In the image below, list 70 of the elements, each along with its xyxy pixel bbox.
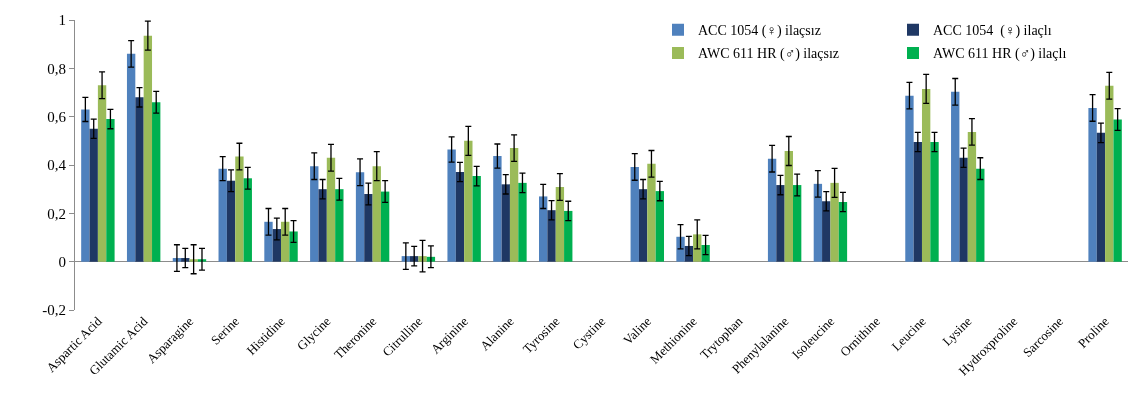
y-tick-label: 1 (58, 12, 66, 29)
bar (518, 182, 527, 262)
bar (472, 176, 481, 262)
bar (226, 180, 236, 262)
bar (372, 166, 381, 262)
bar (143, 35, 153, 262)
bar (81, 109, 90, 262)
bar (905, 95, 914, 262)
bar (701, 244, 710, 262)
bar (967, 131, 977, 262)
bar (89, 128, 98, 262)
bar (380, 191, 390, 262)
bar (838, 201, 848, 262)
y-tick-label: 0,6 (47, 108, 67, 125)
bar (930, 142, 939, 262)
bar (1096, 132, 1106, 262)
bar (455, 172, 465, 262)
bar (767, 158, 777, 262)
bar (326, 157, 336, 262)
bar (464, 140, 473, 262)
bar (235, 156, 244, 262)
bar (959, 157, 968, 262)
bar (126, 53, 136, 262)
bar (555, 186, 565, 262)
bar (784, 150, 793, 262)
bar (951, 91, 960, 262)
bar (647, 163, 656, 262)
bar (921, 88, 931, 262)
legend-label: AWC 611 HR (♂) ilaçsız (698, 46, 840, 63)
bar (97, 85, 107, 262)
bar (264, 221, 273, 262)
bar (243, 178, 252, 262)
bar (655, 191, 664, 262)
bar (447, 149, 456, 262)
legend-label: ACC 1054 (♀) ilaçsız (698, 23, 821, 40)
bar (1113, 119, 1122, 262)
bar (776, 185, 785, 262)
bar (1105, 85, 1114, 262)
bar (318, 189, 327, 262)
bar (364, 194, 373, 262)
legend-label: ACC 1054 (♀) ilaçlı (933, 23, 1052, 40)
bar (976, 168, 985, 262)
legend-label: AWC 611 HR (♂) ilaçlı (933, 46, 1067, 63)
y-tick-label: 0 (58, 253, 66, 270)
y-tick-label: 0,8 (47, 60, 66, 77)
bar (355, 172, 365, 262)
bar (509, 148, 519, 262)
bar (335, 189, 344, 262)
bar (501, 184, 510, 262)
bar (289, 231, 298, 262)
bar (792, 185, 802, 262)
y-tick-label: 0,4 (47, 157, 67, 174)
bar (493, 156, 502, 262)
bar (913, 142, 922, 262)
bar (822, 201, 831, 262)
bar (106, 119, 115, 262)
y-tick-label: 0,2 (47, 205, 66, 222)
bar (218, 168, 227, 262)
bar (638, 189, 648, 262)
bar (310, 166, 319, 262)
bar (135, 97, 144, 262)
bar (630, 166, 639, 262)
bar (547, 210, 556, 262)
bar (813, 183, 823, 262)
bar (539, 196, 548, 262)
bar (152, 102, 161, 262)
y-tick-label: -0,2 (42, 302, 66, 319)
bar (564, 210, 573, 262)
bar (830, 182, 839, 262)
bar (1088, 107, 1097, 262)
